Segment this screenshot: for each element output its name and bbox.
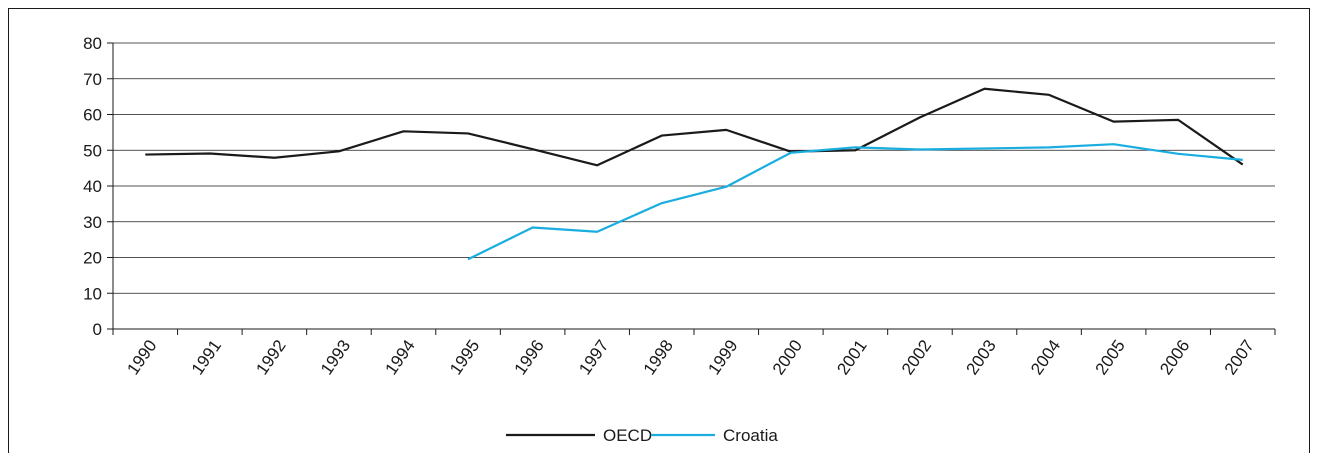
x-tick-label: 1999	[704, 336, 741, 378]
x-tick-label: 2003	[963, 336, 1000, 378]
x-tick-labels: 1990 1991 1992 1993 1994 1995 1996 1997 1998 1999…	[123, 336, 1258, 378]
x-tick-label: 1990	[123, 336, 160, 378]
x-tick-label: 2006	[1156, 336, 1193, 378]
x-tick-label: 1994	[382, 336, 419, 378]
series-line-croatia	[467, 143, 1243, 261]
y-tick-label: 20	[83, 249, 102, 268]
x-tick-label: 1997	[575, 336, 612, 378]
legend-label-oecd: OECD	[603, 426, 652, 445]
x-tick-label: 2007	[1221, 336, 1258, 378]
x-tick-label: 2000	[769, 336, 806, 378]
y-tick-label: 40	[83, 177, 102, 196]
y-tick-label: 60	[83, 106, 102, 125]
y-tick-labels: 0 10 20 30 40 50 60 70 80	[83, 34, 102, 339]
y-tick-label: 0	[93, 320, 102, 339]
series-lines	[145, 87, 1244, 261]
series-line-oecd	[145, 87, 1244, 167]
x-tick-label: 2004	[1027, 336, 1064, 378]
chart-frame: 0 10 20 30 40 50 60 70 80 1990 1991 1992 1993 1994 19…	[8, 8, 1310, 453]
x-tick-label: 1998	[640, 336, 677, 378]
x-tick-label: 1991	[188, 336, 225, 378]
gridlines	[113, 42, 1275, 294]
y-tick-label: 50	[83, 141, 102, 160]
y-tick-label: 80	[83, 34, 102, 53]
x-tick-label: 1992	[252, 336, 289, 378]
y-tick-label: 70	[83, 70, 102, 89]
x-tick-label: 2001	[833, 336, 870, 378]
y-tick-label: 30	[83, 213, 102, 232]
axes	[107, 42, 1276, 335]
x-tick-label: 2002	[898, 336, 935, 378]
x-tick-label: 1996	[511, 336, 548, 378]
x-tick-label: 1993	[317, 336, 354, 378]
x-tick-label: 2005	[1092, 336, 1129, 378]
x-tick-label: 1995	[446, 336, 483, 378]
y-tick-label: 10	[83, 284, 102, 303]
legend: OECD Croatia	[506, 426, 778, 445]
legend-label-croatia: Croatia	[723, 426, 778, 445]
